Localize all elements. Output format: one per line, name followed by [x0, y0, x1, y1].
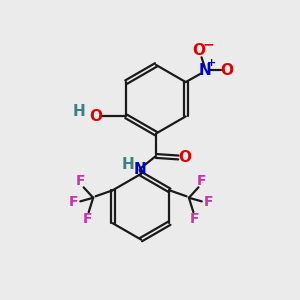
Text: −: − [203, 37, 214, 51]
Text: +: + [207, 58, 216, 68]
Text: N: N [198, 63, 211, 78]
Text: H: H [73, 103, 86, 118]
Text: F: F [204, 195, 213, 209]
Text: F: F [69, 195, 79, 209]
Text: F: F [197, 174, 206, 188]
Text: F: F [76, 174, 86, 188]
Text: O: O [89, 109, 102, 124]
Text: O: O [178, 150, 191, 165]
Text: F: F [190, 212, 200, 226]
Text: O: O [193, 43, 206, 58]
Text: O: O [221, 63, 234, 78]
Text: H: H [122, 158, 135, 172]
Text: N: N [133, 162, 146, 177]
Text: F: F [82, 212, 92, 226]
